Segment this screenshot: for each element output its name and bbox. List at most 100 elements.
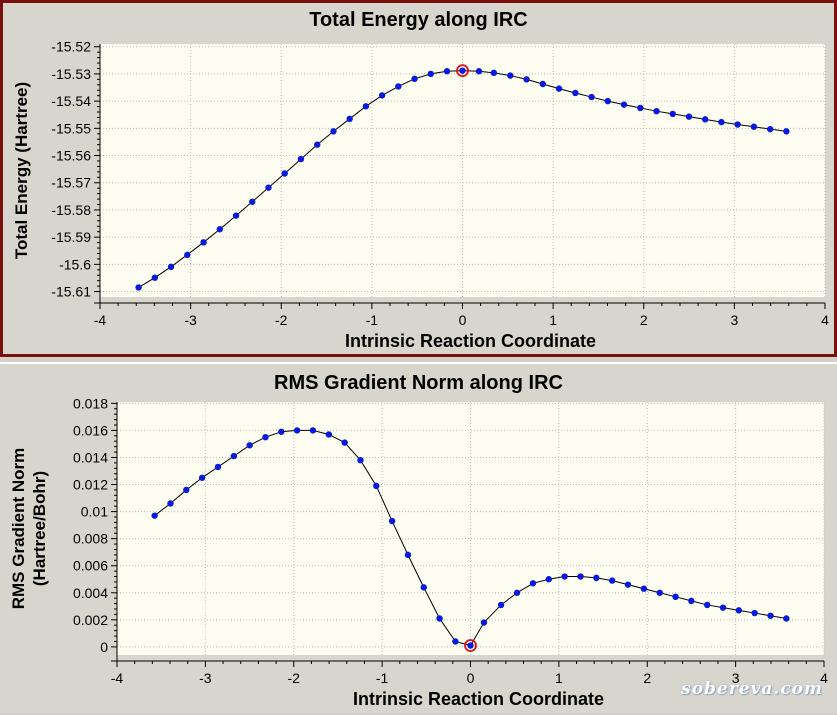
current-point-marker xyxy=(464,639,477,652)
data-point xyxy=(467,642,474,649)
data-point xyxy=(490,69,498,77)
y-tick-label: -15.6 xyxy=(59,256,91,272)
data-point xyxy=(183,486,190,494)
x-tick-label: 1 xyxy=(555,670,563,686)
data-point xyxy=(198,474,206,481)
data-points xyxy=(135,67,790,291)
data-point xyxy=(783,128,790,135)
data-point xyxy=(420,584,427,591)
watermark-text: sobereva.com xyxy=(681,679,823,699)
x-tick-label: 2 xyxy=(643,670,651,686)
x-tick-label: -1 xyxy=(376,670,389,686)
data-point xyxy=(281,170,288,177)
y-tick-label: -15.54 xyxy=(51,93,91,109)
data-point xyxy=(362,103,370,110)
data-point xyxy=(577,573,584,580)
data-point xyxy=(249,198,256,205)
data-point xyxy=(395,83,402,90)
data-point xyxy=(262,433,269,441)
y-tick-label: -15.61 xyxy=(51,284,91,300)
x-tick-label: 0 xyxy=(459,312,467,328)
data-point xyxy=(734,121,741,128)
x-tick-label: -2 xyxy=(275,312,288,328)
data-point xyxy=(411,75,418,83)
data-point xyxy=(513,589,521,596)
data-point xyxy=(459,67,466,74)
data-point xyxy=(669,110,676,118)
x-tick-label: -1 xyxy=(366,312,379,328)
gradient-chart-title: RMS Gradient Norm along IRC xyxy=(274,372,563,394)
y-tick-label: -15.59 xyxy=(51,229,91,245)
data-point xyxy=(278,428,285,435)
data-point xyxy=(167,263,175,271)
data-point xyxy=(750,123,758,130)
data-point xyxy=(529,580,537,587)
data-point xyxy=(325,431,333,438)
data-point xyxy=(588,93,595,101)
y-tick-label: 0.006 xyxy=(73,558,108,574)
y-tick-label: -15.58 xyxy=(51,202,91,218)
data-point xyxy=(452,638,459,645)
data-point xyxy=(314,141,321,148)
x-axis-label: Intrinsic Reaction Coordinate xyxy=(353,689,604,709)
data-point xyxy=(297,155,305,163)
data-point xyxy=(167,500,174,507)
y-tick-label: 0 xyxy=(100,639,108,655)
x-tick-label: 4 xyxy=(820,670,828,686)
energy-chart-svg: -4 -3 -2 -1 0 1 2 3 4 -15.61 -15.6 -15.59 -15.58 -15.… xyxy=(12,39,829,351)
data-point xyxy=(497,601,505,609)
y-tick-label: 0.002 xyxy=(73,612,108,628)
y-tick-label: 0.014 xyxy=(73,449,108,465)
data-point xyxy=(151,512,158,519)
data-point xyxy=(767,612,774,619)
y-axis-label-unit: (Hartree/Bohr) xyxy=(30,471,49,586)
data-point xyxy=(624,581,632,588)
data-point xyxy=(637,104,644,112)
data-point xyxy=(184,251,191,259)
x-tick-label: 0 xyxy=(467,670,475,686)
x-tick-label: -4 xyxy=(94,312,107,328)
data-point xyxy=(436,615,443,622)
data-point xyxy=(718,118,725,126)
data-point xyxy=(475,68,483,75)
y-tick-label: 0.004 xyxy=(73,585,108,601)
data-point xyxy=(735,607,743,614)
data-point xyxy=(593,574,600,582)
data-point xyxy=(572,89,579,97)
data-point xyxy=(703,601,711,609)
x-tick-label: -3 xyxy=(184,312,197,328)
x-tick-label: -3 xyxy=(199,670,212,686)
data-point xyxy=(672,593,679,601)
gradient-chart-panel: RMS Gradient Norm along IRC -4 -3 -2 -1 0 1 2 3… xyxy=(0,362,837,713)
y-tick-label: 0.018 xyxy=(73,395,108,411)
data-point xyxy=(135,284,142,291)
data-point xyxy=(293,427,301,434)
data-point xyxy=(783,615,790,622)
data-point xyxy=(427,70,434,78)
y-tick-label: -15.52 xyxy=(51,39,91,55)
gradient-chart-svg: -4 -3 -2 -1 0 1 2 3 4 0 0.002 0.004 0.006 0.008 0.01 0.… xyxy=(9,395,828,709)
data-point xyxy=(545,576,553,583)
data-point xyxy=(246,442,253,449)
data-point xyxy=(373,482,380,490)
data-point xyxy=(523,76,530,83)
data-point xyxy=(357,456,364,464)
data-point xyxy=(701,116,709,123)
data-point xyxy=(216,226,224,233)
data-point xyxy=(656,589,663,596)
x-tick-label: 4 xyxy=(821,312,829,328)
data-points xyxy=(151,427,790,649)
current-point-marker xyxy=(456,64,469,78)
data-point xyxy=(719,604,727,611)
data-point xyxy=(230,452,238,460)
data-point xyxy=(346,115,353,123)
energy-chart-panel: Total Energy along IRC -4 -3 -2 -1 0 1 2 3 4 -15.… xyxy=(0,0,837,357)
data-point xyxy=(685,113,693,120)
x-axis-label: Intrinsic Reaction Coordinate xyxy=(345,331,596,351)
y-axis-label: RMS Gradient Norm xyxy=(9,448,28,610)
data-point xyxy=(539,80,546,88)
data-point xyxy=(766,125,774,133)
data-point xyxy=(443,68,451,75)
energy-chart-title: Total Energy along IRC xyxy=(309,9,528,31)
data-point xyxy=(688,597,695,605)
